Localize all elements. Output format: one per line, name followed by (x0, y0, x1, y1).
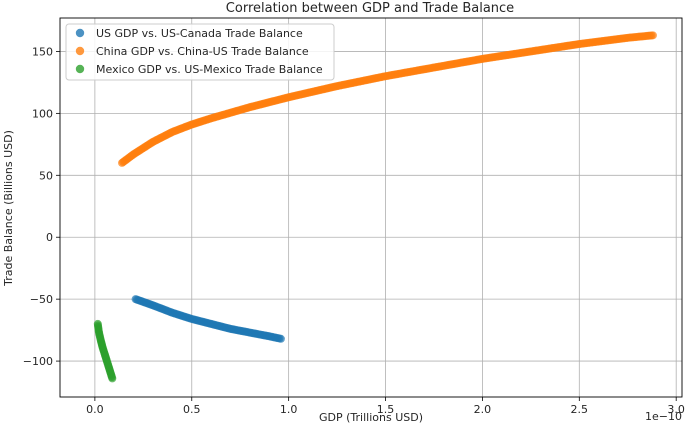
legend-marker (75, 64, 85, 74)
legend-label: Mexico GDP vs. US-Mexico Trade Balance (96, 63, 323, 76)
x-axis-offset-label: 1e−10 (645, 410, 682, 423)
legend-label: US GDP vs. US-Canada Trade Balance (96, 27, 303, 40)
y-tick-label: −50 (30, 293, 53, 306)
data-point (108, 374, 117, 383)
x-axis-label: GDP (Trillions USD) (319, 411, 423, 424)
legend: US GDP vs. US-Canada Trade Balance China … (65, 23, 335, 81)
x-tick-label: 2.5 (571, 403, 589, 416)
series-layer (93, 31, 657, 383)
y-tick-label: 100 (32, 107, 53, 120)
plot-frame (59, 17, 683, 398)
legend-marker (75, 28, 85, 38)
y-tick-label: 0 (46, 231, 53, 244)
legend-box (65, 23, 335, 81)
data-point (276, 334, 285, 343)
y-tick-label: 150 (32, 45, 53, 58)
x-axis-ticks: 0.0 0.5 1.0 1.5 2.0 2.5 3.0 (86, 397, 685, 416)
x-tick-label: 2.0 (474, 403, 492, 416)
x-tick-label: 0.0 (86, 403, 104, 416)
data-point (648, 31, 657, 40)
x-tick-label: 0.5 (183, 403, 201, 416)
grid (60, 18, 682, 397)
series-0 (131, 295, 285, 343)
y-tick-label: −100 (23, 355, 53, 368)
series-1 (118, 31, 657, 167)
x-tick-label: 3.0 (667, 403, 685, 416)
x-tick-label: 1.0 (280, 403, 298, 416)
series-2 (93, 319, 117, 383)
y-tick-label: 50 (39, 169, 53, 182)
y-axis-ticks: −100 −50 0 50 100 150 (23, 45, 60, 368)
y-axis-label: Trade Balance (Billions USD) (2, 130, 15, 287)
legend-label: China GDP vs. China-US Trade Balance (96, 45, 309, 58)
chart-title: Correlation between GDP and Trade Balanc… (226, 1, 514, 16)
x-tick-label: 1.5 (377, 403, 395, 416)
legend-marker (75, 46, 85, 56)
